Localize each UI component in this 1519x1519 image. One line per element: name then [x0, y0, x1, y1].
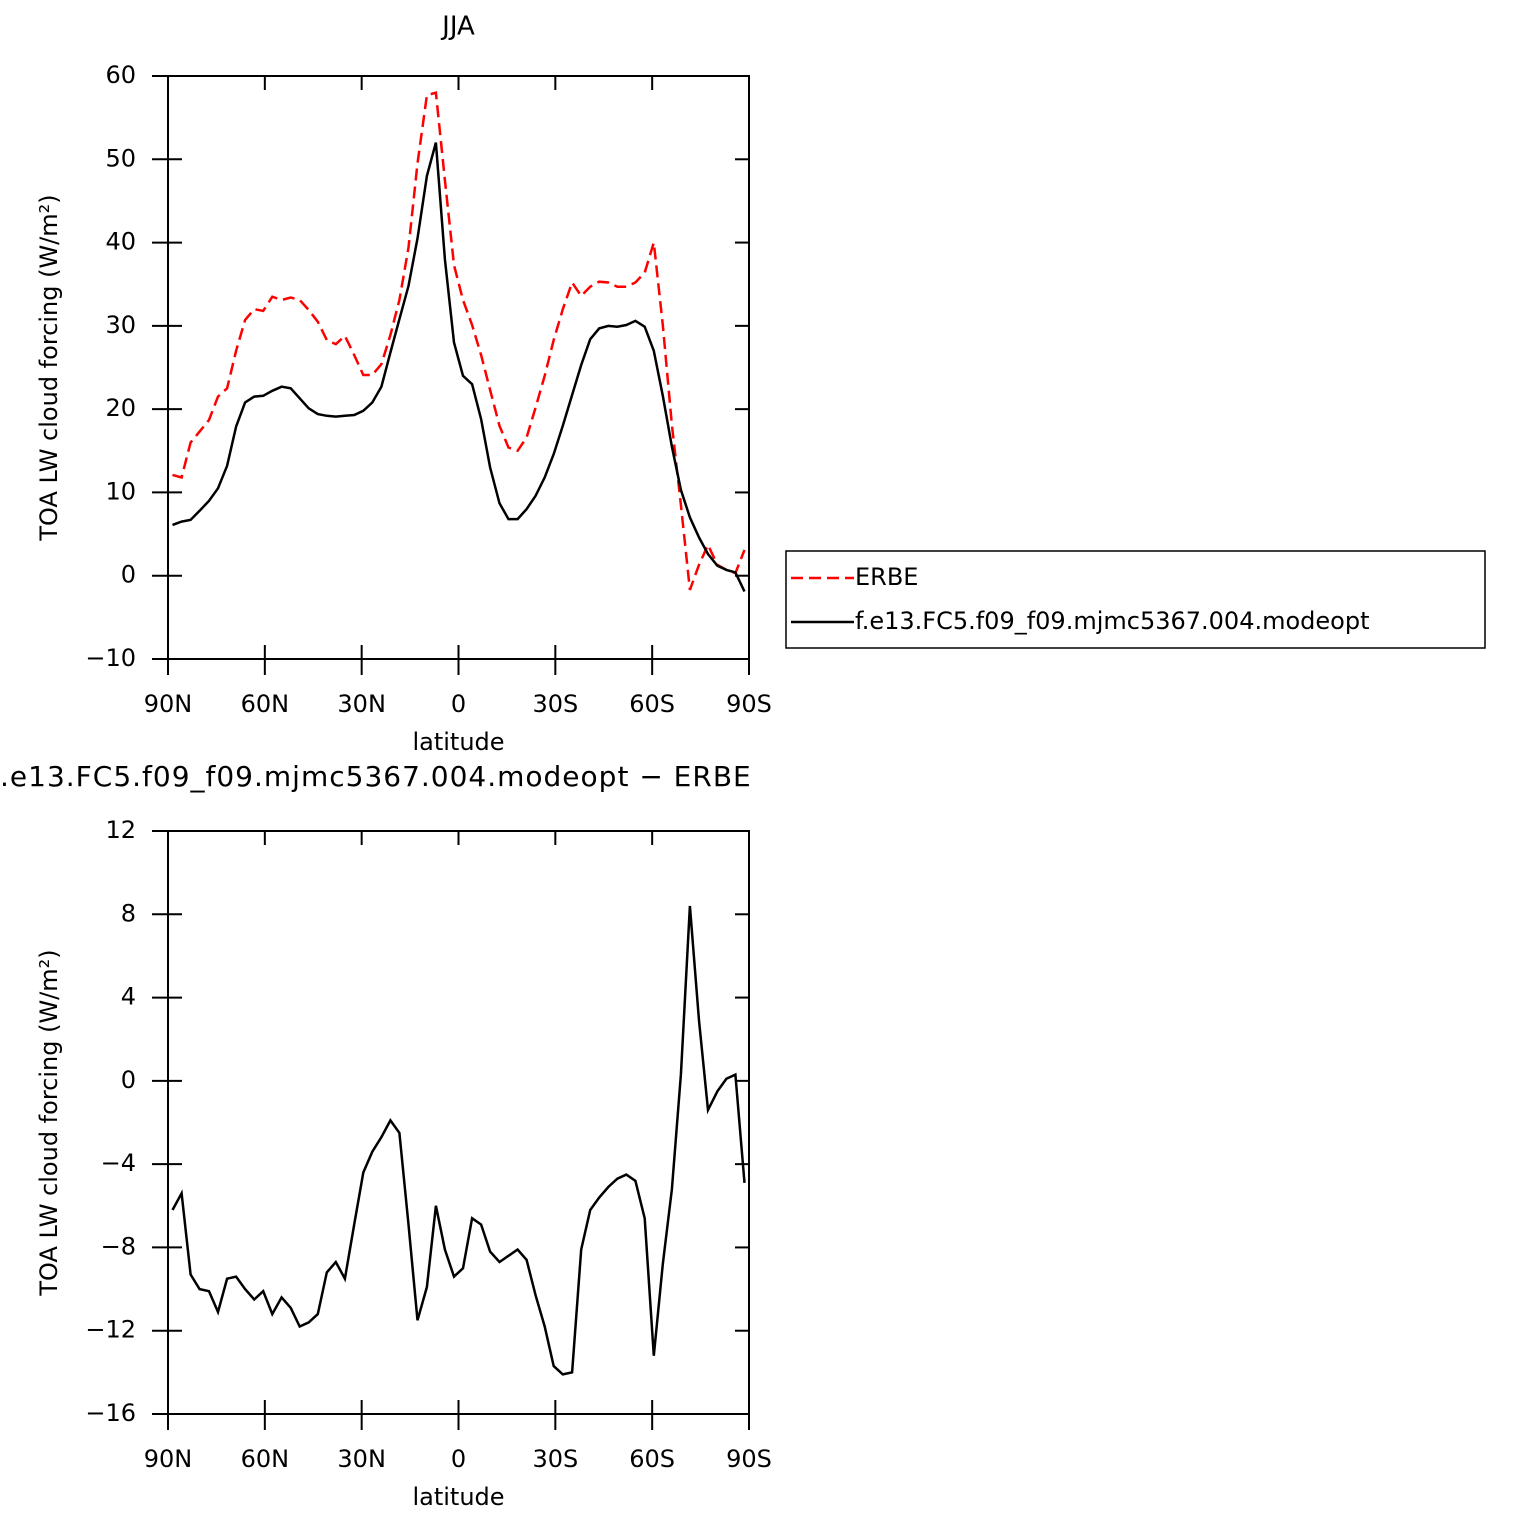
y-tick-label: 0 — [121, 1066, 136, 1094]
x-axis-label: latitude — [412, 1483, 504, 1511]
y-tick-label: −8 — [101, 1232, 136, 1260]
x-tick-label: 30N — [337, 690, 386, 718]
plot-frame — [167, 75, 750, 660]
legend-label: f.e13.FC5.f09_f09.mjmc5367.004.modeopt — [855, 607, 1370, 635]
y-tick-label: 0 — [121, 561, 136, 589]
y-tick-label: 8 — [121, 899, 136, 927]
y-tick-label: 4 — [121, 983, 136, 1011]
y-tick-label: 60 — [105, 61, 136, 89]
x-tick-label: 90S — [726, 1445, 772, 1473]
x-tick-label: 30S — [532, 1445, 578, 1473]
x-tick-label: 90N — [144, 690, 193, 718]
y-tick-label: 40 — [105, 228, 136, 256]
x-tick-label: 90S — [726, 690, 772, 718]
x-tick-label: 60S — [629, 1445, 675, 1473]
data-line — [172, 142, 746, 593]
y-tick-label: 20 — [105, 394, 136, 422]
x-tick-label: 0 — [451, 1445, 466, 1473]
chart-title: JJA — [440, 12, 475, 42]
y-tick-label: 30 — [105, 311, 136, 339]
x-axis-label: latitude — [412, 728, 504, 756]
x-tick-label: 0 — [451, 690, 466, 718]
data-line — [172, 91, 746, 591]
y-tick-label: −4 — [101, 1149, 136, 1177]
x-tick-label: 30N — [337, 1445, 386, 1473]
y-tick-label: −16 — [85, 1399, 136, 1427]
y-tick-label: 10 — [105, 477, 136, 505]
legend-label: ERBE — [855, 563, 918, 591]
y-axis-label: TOA LW cloud forcing (W/m²) — [35, 949, 63, 1296]
y-tick-label: 50 — [105, 144, 136, 172]
x-tick-label: 60N — [241, 690, 290, 718]
x-tick-label: 30S — [532, 690, 578, 718]
plot-frame — [167, 830, 750, 1415]
y-tick-label: 12 — [105, 816, 136, 844]
x-tick-label: 60S — [629, 690, 675, 718]
x-tick-label: 60N — [241, 1445, 290, 1473]
y-tick-label: −10 — [85, 644, 136, 672]
data-line — [171, 905, 746, 1376]
legend-box — [785, 550, 1486, 649]
y-tick-label: −12 — [85, 1316, 136, 1344]
y-axis-label: TOA LW cloud forcing (W/m²) — [35, 194, 63, 541]
x-tick-label: 90N — [144, 1445, 193, 1473]
chart-title: .e13.FC5.f09_f09.mjmc5367.004.modeopt − … — [0, 760, 752, 793]
